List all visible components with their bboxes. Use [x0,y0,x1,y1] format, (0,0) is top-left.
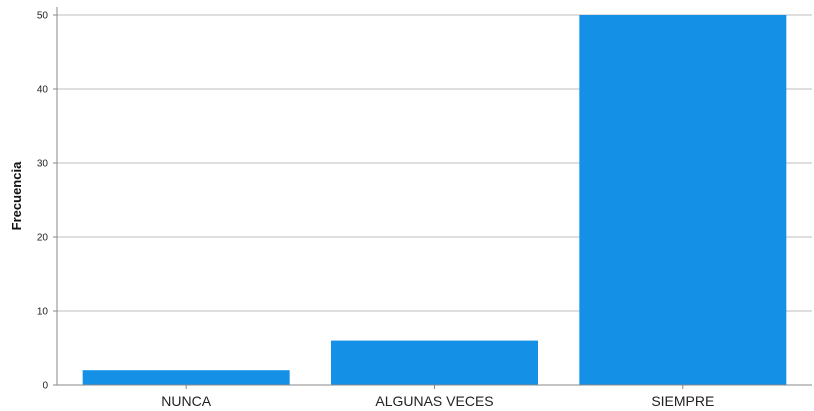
bar-siempre [579,15,787,385]
bar-algunas-veces [331,340,538,385]
bar-nunca [82,370,290,385]
y-axis-title: Frecuencia [9,161,24,230]
y-axis-ticks: 0 10 20 30 40 50 [37,11,57,392]
x-axis-categories: NUNCA ALGUNAS VECES SIEMPRE [161,385,714,409]
y-tick-label: 50 [37,11,49,22]
x-category-label: NUNCA [161,393,211,409]
x-category-label: ALGUNAS VECES [375,393,493,409]
y-tick-label: 40 [37,85,49,96]
y-tick-label: 20 [37,233,49,244]
y-tick-label: 30 [37,159,49,170]
bars [82,15,787,385]
y-tick-label: 10 [37,307,49,318]
y-tick-label: 0 [42,381,48,392]
x-category-label: SIEMPRE [651,393,714,409]
